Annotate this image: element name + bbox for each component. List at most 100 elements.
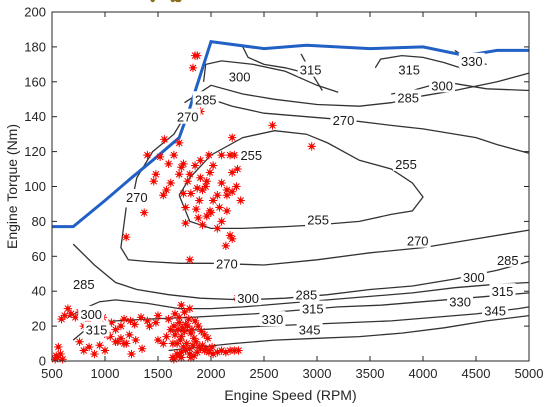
operating-point	[228, 133, 237, 142]
operating-point	[207, 342, 217, 352]
operating-point	[222, 185, 232, 195]
operating-point	[107, 318, 116, 327]
contour-label: 285	[296, 288, 318, 303]
contour-line-270	[210, 98, 530, 154]
operating-point	[198, 220, 207, 230]
operating-point	[196, 173, 205, 182]
operating-point	[66, 309, 76, 319]
operating-point	[184, 314, 193, 324]
operating-point	[130, 320, 139, 329]
operating-point	[230, 346, 239, 355]
contour-label: 270	[407, 234, 429, 249]
contour-label: 285	[497, 253, 519, 268]
operating-point	[233, 164, 242, 174]
operating-point	[125, 330, 134, 340]
contour-label-bg	[396, 61, 423, 77]
operating-point	[195, 196, 204, 205]
operating-point	[145, 321, 154, 331]
contour-label: 300	[237, 291, 259, 306]
operating-point	[181, 320, 190, 329]
contour-label: 255	[395, 157, 417, 172]
operating-point	[185, 255, 194, 264]
operating-point	[151, 0, 155, 3]
operating-point	[155, 152, 165, 162]
operating-point	[217, 346, 226, 355]
operating-point	[185, 304, 194, 313]
operating-point	[190, 316, 200, 326]
contour-label-bg	[299, 300, 326, 316]
operating-point	[185, 349, 194, 359]
operating-point	[170, 309, 180, 319]
operating-point	[187, 325, 197, 334]
operating-point	[153, 311, 163, 320]
operating-point	[206, 208, 216, 217]
x-tick-label: 1000	[91, 366, 120, 381]
operating-point	[127, 349, 136, 359]
y-tick-label: 200	[24, 5, 46, 20]
contour-label-bg	[393, 155, 420, 171]
operating-point	[175, 170, 184, 179]
operating-point	[111, 325, 120, 334]
contour-label-bg	[330, 112, 357, 128]
contour-label: 270	[216, 256, 238, 271]
contour-label-bg	[78, 305, 105, 321]
operating-point	[217, 217, 226, 226]
operating-point	[179, 189, 188, 198]
operating-point	[228, 168, 237, 177]
operating-point	[164, 159, 173, 169]
contour-label: 315	[86, 323, 108, 338]
x-tick-label: 2000	[197, 366, 226, 381]
y-tick-label: 180	[24, 39, 46, 54]
operating-point	[151, 170, 161, 179]
contour-label: 285	[195, 92, 217, 107]
operating-point	[236, 196, 245, 205]
operating-point	[159, 339, 168, 348]
operating-point	[162, 185, 171, 195]
operating-point	[213, 191, 222, 200]
y-tick-label: 60	[32, 249, 46, 264]
operating-point	[191, 204, 201, 214]
operating-point	[194, 213, 203, 223]
operating-point	[182, 339, 191, 348]
contour-line-315	[374, 54, 461, 69]
contour-label-bg	[460, 269, 487, 285]
operating-point	[58, 355, 67, 364]
y-tick-label: 140	[24, 109, 46, 124]
operating-point	[136, 313, 146, 322]
operating-point	[95, 341, 104, 350]
contour-label-bg	[238, 147, 265, 163]
x-tick-label: 1500	[144, 366, 173, 381]
operating-point	[111, 337, 120, 347]
contour-label-bg	[70, 276, 97, 292]
operating-point	[190, 161, 200, 170]
contour-label-bg	[489, 283, 516, 299]
operating-point	[183, 177, 192, 186]
operating-point	[171, 0, 175, 3]
operating-point	[185, 170, 194, 179]
contour-line-345	[168, 314, 530, 352]
x-tick-label: 3000	[303, 366, 332, 381]
axis-ticks: 500 1000 1500 2000 2500 3000 3500 4000 4500 5000 0…	[24, 5, 543, 382]
contour-line-300	[67, 281, 530, 318]
operating-point	[160, 135, 169, 144]
operating-point	[143, 316, 152, 326]
contour-label: 315	[492, 284, 514, 299]
operating-point	[180, 307, 189, 317]
contour-label-bg	[447, 293, 474, 309]
y-tick-label: 0	[39, 354, 46, 369]
operating-point	[143, 150, 152, 160]
operating-point	[162, 332, 171, 341]
operating-point	[201, 182, 210, 191]
contour-label: 300	[463, 270, 485, 285]
contour-label: 255	[307, 213, 329, 228]
operating-point	[153, 335, 163, 345]
operating-point	[170, 330, 180, 340]
contour-label-bg	[305, 211, 332, 227]
operating-point	[151, 318, 161, 327]
operating-point	[234, 346, 243, 355]
operating-point	[116, 321, 126, 331]
contour-label-bg	[293, 286, 320, 302]
contour-label: 255	[240, 148, 262, 163]
operating-point	[75, 337, 84, 347]
